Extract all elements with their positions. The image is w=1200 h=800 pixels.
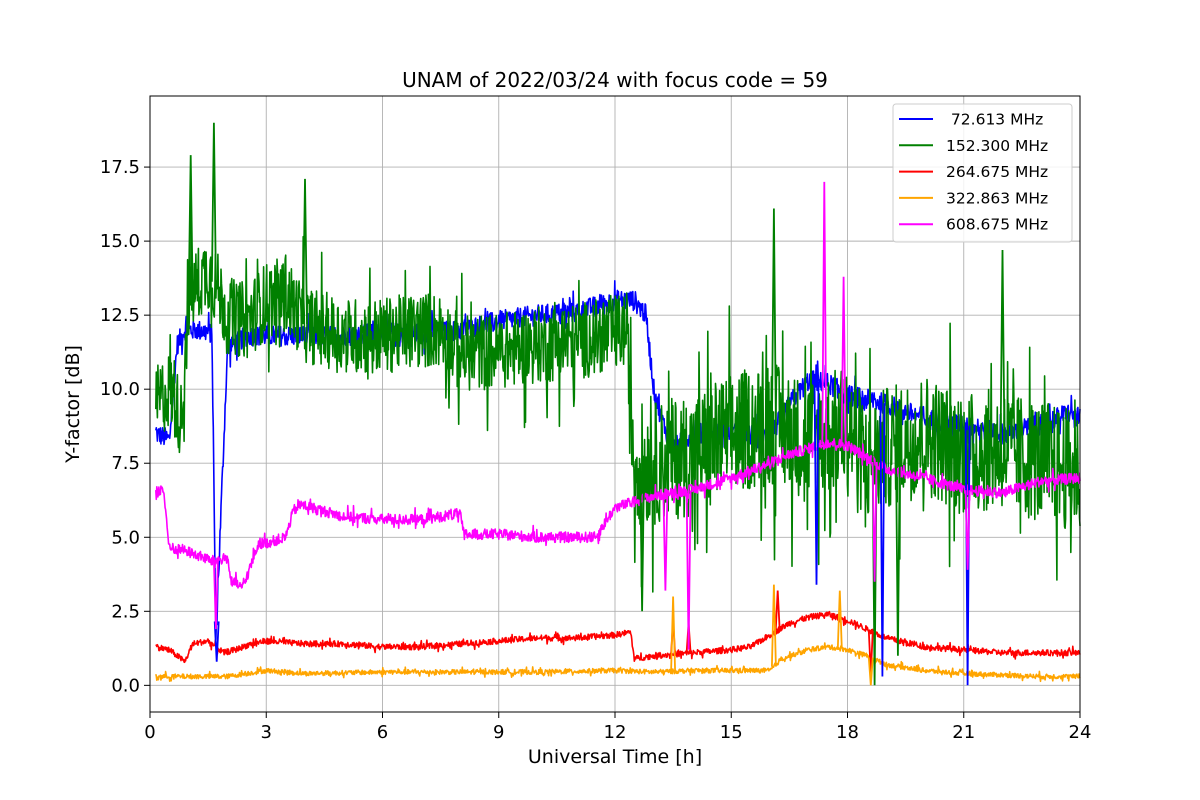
- series-line: [155, 642, 1081, 683]
- series-spike: [964, 490, 971, 570]
- x-axis-title: Universal Time [h]: [528, 746, 702, 768]
- x-tick-label: 21: [952, 722, 975, 743]
- x-tick-label: 15: [720, 722, 743, 743]
- x-tick-label: 24: [1069, 722, 1092, 743]
- x-tick-label: 3: [261, 722, 272, 743]
- legend-label: 72.613 MHz: [946, 111, 1043, 129]
- series-spike: [211, 122, 217, 282]
- y-tick-label: 2.5: [111, 601, 140, 622]
- x-axis: 0 3 6 9 12 15 18 21 24: [144, 712, 1091, 743]
- series-spike: [836, 590, 843, 649]
- y-tick-label: 0.0: [111, 675, 140, 696]
- series-spike: [771, 208, 777, 427]
- legend: 72.613 MHz 152.300 MHz 264.675 MHz 322.863 …: [892, 103, 1073, 243]
- series-spike: [213, 621, 220, 662]
- x-tick-label: 18: [836, 722, 859, 743]
- series-spike: [813, 381, 820, 585]
- series-spike: [867, 657, 874, 686]
- y-tick-label: 12.5: [100, 305, 140, 326]
- series-spike: [670, 596, 676, 672]
- series-spike: [187, 155, 194, 297]
- series-spike: [213, 560, 219, 630]
- series-spike: [871, 461, 878, 582]
- series-spike: [774, 590, 781, 631]
- y-tick-label: 17.5: [100, 157, 140, 178]
- x-tick-label: 9: [493, 722, 504, 743]
- chart-title: UNAM of 2022/03/24 with focus code = 59: [402, 68, 828, 92]
- x-tick-label: 0: [144, 722, 155, 743]
- series-spike: [821, 181, 828, 444]
- series-spike: [840, 276, 847, 445]
- y-axis-title: Y-factor [dB]: [62, 345, 84, 464]
- y-tick-label: 15.0: [100, 231, 140, 252]
- series-spike: [685, 490, 692, 650]
- series-layer: [155, 122, 1081, 686]
- series-spike: [639, 463, 645, 612]
- y-tick-label: 7.5: [111, 453, 140, 474]
- legend-label: 152.300 MHz: [946, 137, 1048, 155]
- x-tick-label: 6: [377, 722, 388, 743]
- legend-label: 322.863 MHz: [946, 189, 1048, 207]
- series-spike: [895, 443, 901, 656]
- y-tick-label: 10.0: [100, 379, 140, 400]
- series-spike: [771, 584, 777, 667]
- series-spike: [879, 403, 886, 677]
- legend-label: 608.675 MHz: [946, 216, 1048, 234]
- series-spike: [999, 249, 1006, 449]
- series-line: [155, 214, 1081, 593]
- series-line: [155, 610, 1081, 664]
- y-axis: 0.0 2.5 5.0 7.5 10.0 12.5 15.0 17.5: [100, 157, 150, 696]
- y-tick-label: 5.0: [111, 527, 140, 548]
- series-line: [155, 438, 1081, 589]
- legend-label: 264.675 MHz: [946, 163, 1048, 181]
- series-spike: [662, 493, 669, 591]
- legend-box: [892, 103, 1073, 243]
- series-spike: [302, 178, 308, 325]
- x-tick-label: 12: [604, 722, 627, 743]
